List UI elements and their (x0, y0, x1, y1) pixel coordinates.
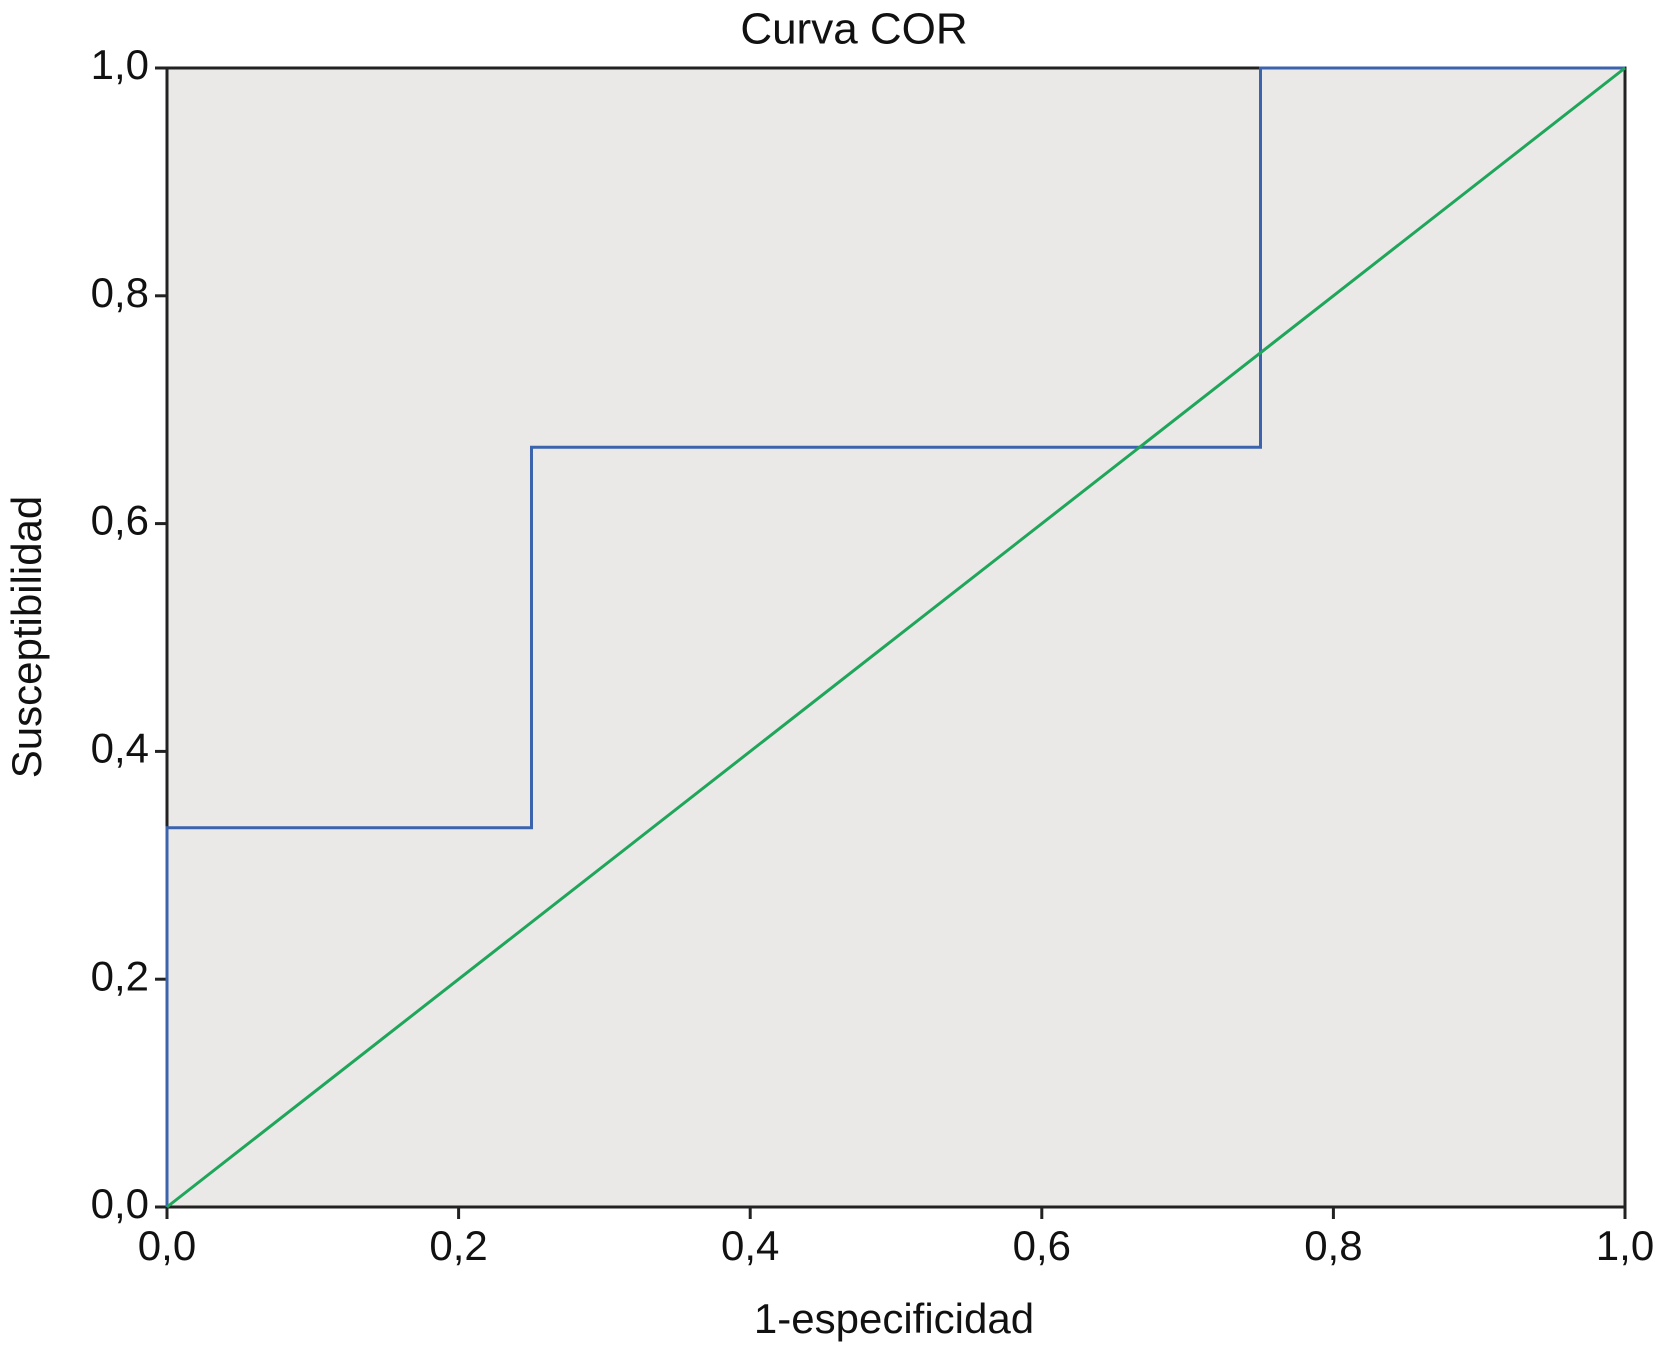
x-tick-label: 0,0 (138, 1222, 196, 1269)
y-tick-label: 0,0 (91, 1180, 149, 1227)
x-tick-label: 0,4 (721, 1222, 779, 1269)
series-line (165, 66, 1625, 1207)
x-tick-label: 0,8 (1304, 1222, 1362, 1269)
chart-title: Curva COR (740, 5, 967, 54)
y-tick-label: 0,8 (91, 269, 149, 316)
x-axis-label: 1-especificidad (754, 1295, 1034, 1342)
y-axis-label: Susceptibilidad (3, 496, 50, 779)
x-tick-label: 1,0 (1596, 1222, 1654, 1269)
y-tick-label: 1,0 (91, 41, 149, 88)
y-tick-label: 0,2 (91, 952, 149, 999)
series-line (166, 66, 1626, 1209)
y-tick-label: 0,4 (91, 724, 149, 771)
x-tick-label: 0,2 (429, 1222, 487, 1269)
x-tick-label: 0,6 (1013, 1222, 1071, 1269)
y-tick-label: 0,6 (91, 497, 149, 544)
